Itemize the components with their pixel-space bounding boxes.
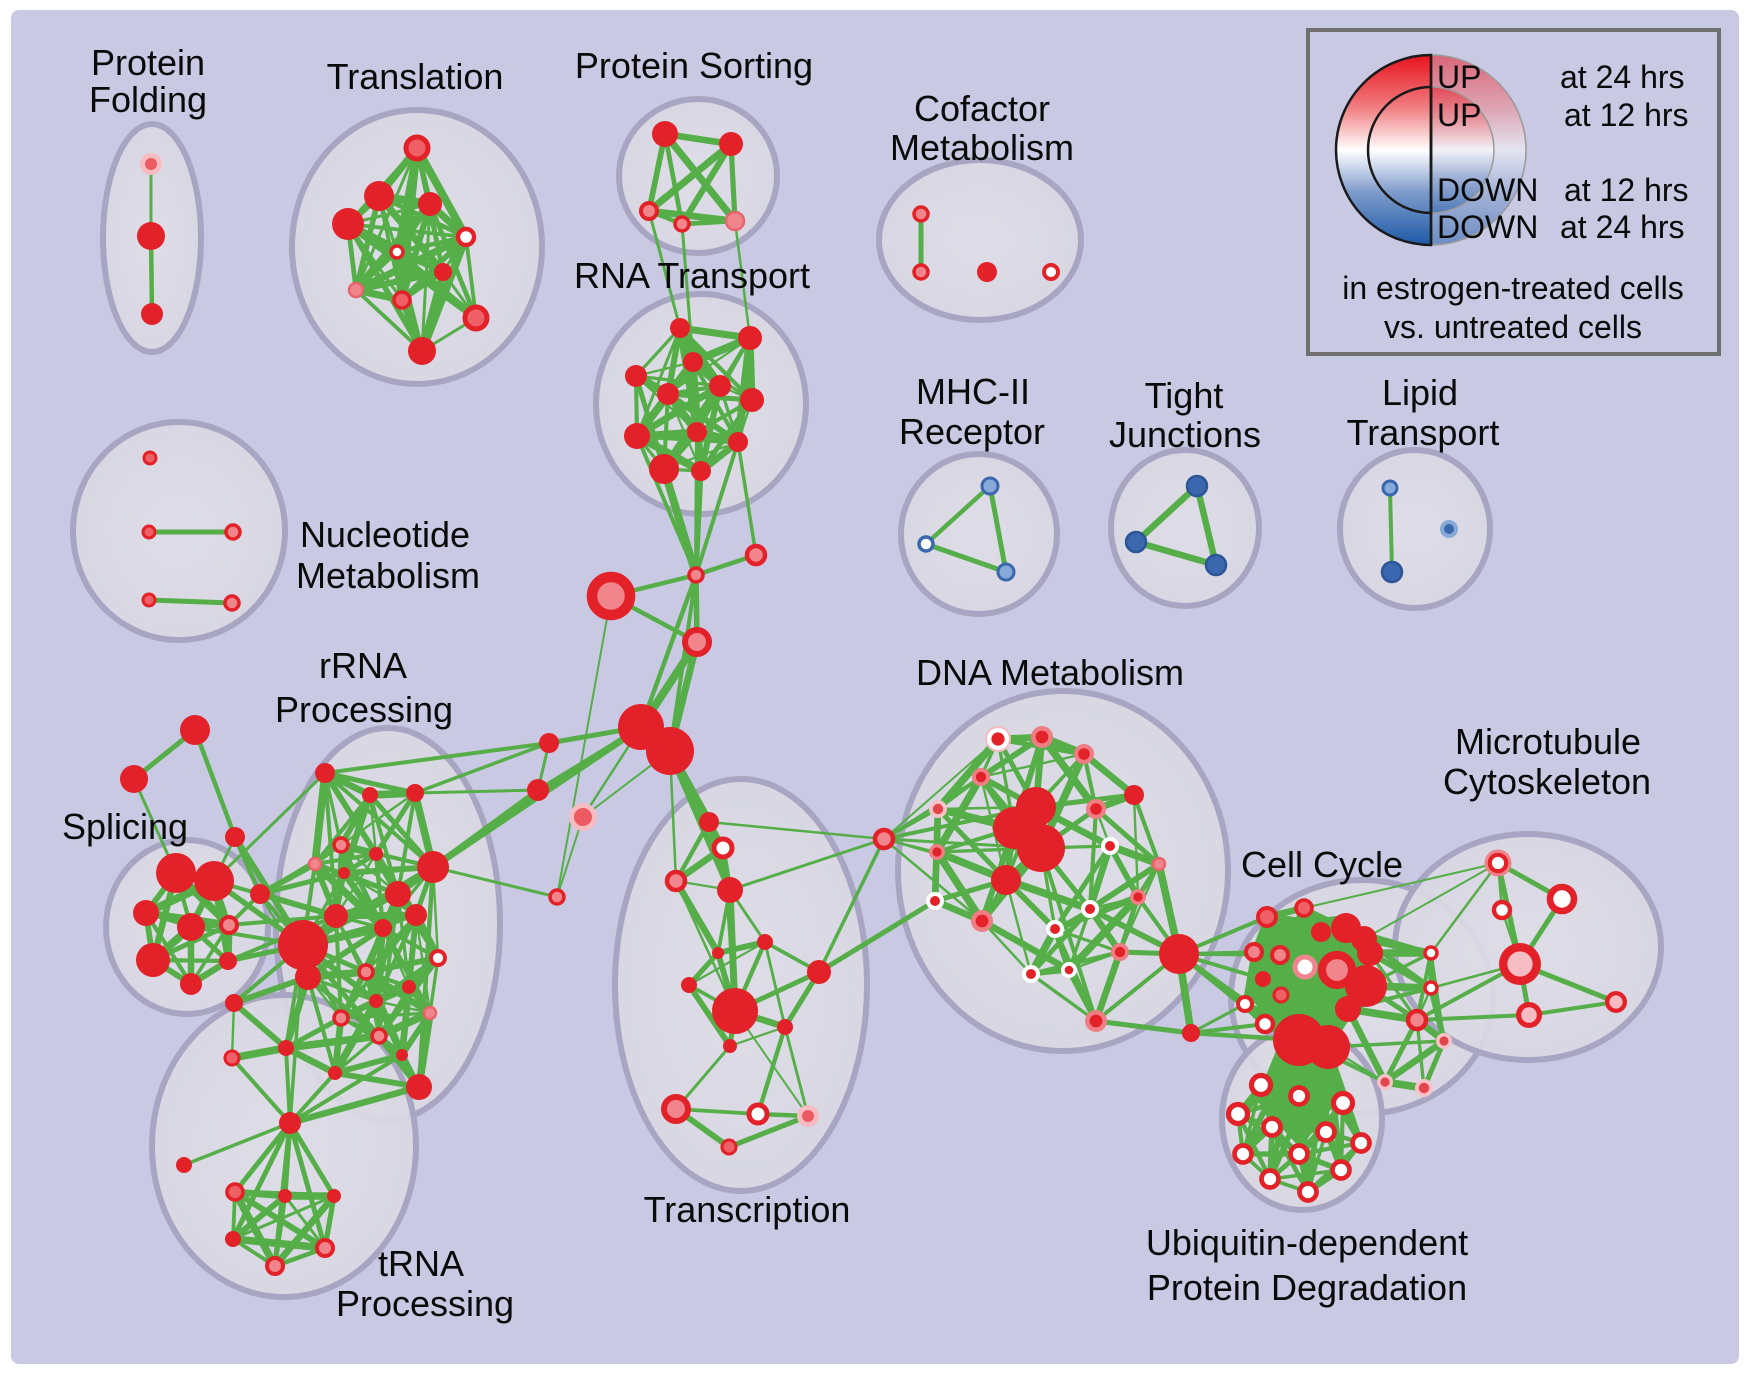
svg-text:Nucleotide: Nucleotide: [300, 514, 470, 555]
svg-text:Tight: Tight: [1145, 375, 1224, 416]
svg-text:Metabolism: Metabolism: [296, 555, 480, 596]
svg-text:Cytoskeleton: Cytoskeleton: [1443, 761, 1651, 802]
svg-text:at 24 hrs: at 24 hrs: [1560, 59, 1685, 95]
svg-text:DOWN: DOWN: [1437, 172, 1538, 208]
svg-text:at 12 hrs: at 12 hrs: [1564, 97, 1689, 133]
svg-text:Processing: Processing: [336, 1283, 514, 1324]
svg-text:Lipid: Lipid: [1382, 372, 1458, 413]
svg-text:tRNA: tRNA: [378, 1243, 464, 1284]
svg-text:UP: UP: [1437, 59, 1481, 95]
svg-text:in estrogen-treated cells: in estrogen-treated cells: [1342, 270, 1684, 306]
svg-text:UP: UP: [1437, 97, 1481, 133]
svg-text:MHC-II: MHC-II: [916, 371, 1030, 412]
svg-text:DNA Metabolism: DNA Metabolism: [916, 652, 1184, 693]
svg-text:at 24 hrs: at 24 hrs: [1560, 209, 1685, 245]
svg-text:at 12 hrs: at 12 hrs: [1564, 172, 1689, 208]
svg-text:Protein Sorting: Protein Sorting: [575, 45, 813, 86]
svg-text:Metabolism: Metabolism: [890, 127, 1074, 168]
svg-text:Protein: Protein: [91, 42, 205, 83]
svg-text:Cell Cycle: Cell Cycle: [1241, 844, 1403, 885]
svg-text:Junctions: Junctions: [1109, 414, 1261, 455]
svg-text:RNA Transport: RNA Transport: [574, 255, 810, 296]
svg-text:DOWN: DOWN: [1437, 209, 1538, 245]
svg-text:Folding: Folding: [89, 79, 207, 120]
svg-text:Splicing: Splicing: [62, 806, 188, 847]
svg-text:Receptor: Receptor: [899, 411, 1045, 452]
svg-text:Microtubule: Microtubule: [1455, 721, 1641, 762]
svg-text:Processing: Processing: [275, 689, 453, 730]
svg-text:rRNA: rRNA: [319, 645, 407, 686]
svg-text:Cofactor: Cofactor: [914, 88, 1050, 129]
svg-text:Protein Degradation: Protein Degradation: [1147, 1267, 1467, 1308]
svg-text:vs. untreated cells: vs. untreated cells: [1384, 309, 1642, 345]
svg-text:Ubiquitin-dependent: Ubiquitin-dependent: [1146, 1222, 1468, 1263]
svg-text:Translation: Translation: [327, 56, 504, 97]
svg-text:Transport: Transport: [1347, 412, 1500, 453]
svg-text:Transcription: Transcription: [644, 1189, 851, 1230]
